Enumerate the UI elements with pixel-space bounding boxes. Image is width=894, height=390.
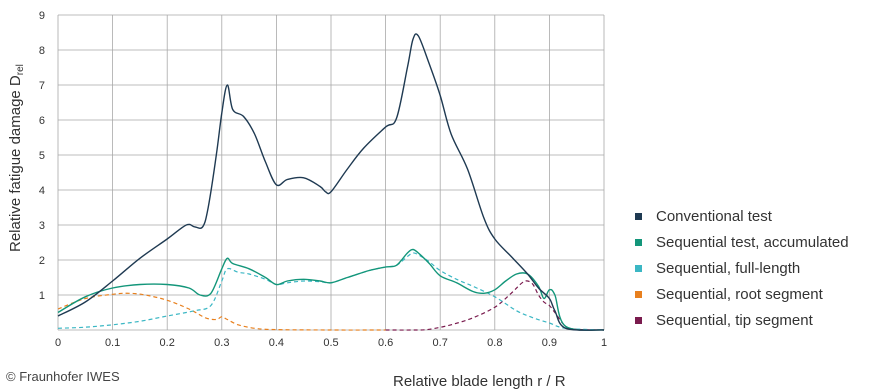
legend-item-sequential-full-length: Sequential, full-length [635,255,849,281]
legend-swatch [635,316,642,324]
legend-label: Sequential, root segment [656,285,823,303]
legend-label: Sequential test, accumulated [656,233,849,251]
y-tick-label: 8 [39,45,45,57]
legend-label: Sequential, full-length [656,259,801,277]
x-tick-label: 0.9 [542,337,557,349]
legend-label: Sequential, tip segment [656,311,813,329]
series-line-sequential-root-segment [57,292,386,331]
series-line-sequential-test-accumulated [57,248,605,331]
y-tick-label: 6 [39,115,45,127]
series-lines [57,33,605,331]
legend-item-sequential-accumulated: Sequential test, accumulated [635,229,849,255]
x-tick-label: 0.4 [269,337,284,349]
x-tick-label: 0.3 [214,337,229,349]
x-tick-label: 0.5 [323,337,338,349]
y-axis-title-main: Relative fatigue damage D [7,75,24,252]
y-axis-title: Relative fatigue damage Drel [7,64,26,252]
grid [57,14,605,331]
legend-swatch [635,238,642,246]
x-tick-label: 0.6 [378,337,393,349]
series-line-conventional-test [57,33,605,331]
legend-swatch [635,264,642,272]
legend-item-sequential-root: Sequential, root segment [635,281,849,307]
x-axis-title: Relative blade length r / R [393,373,566,390]
legend-item-sequential-tip: Sequential, tip segment [635,307,849,333]
legend-label: Conventional test [656,207,772,225]
y-tick-label: 4 [39,185,45,197]
y-tick-label: 7 [39,80,45,92]
x-tick-label: 1 [601,337,607,349]
legend: Conventional test Sequential test, accum… [635,203,849,333]
copyright-credit: © Fraunhofer IWES [6,369,120,384]
x-tick-label: 0.2 [160,337,175,349]
y-axis-title-sub: rel [15,64,26,75]
x-tick-label: 0.8 [487,337,502,349]
y-tick-label: 1 [39,290,45,302]
y-axis-ticks: 1 2 3 4 5 6 7 8 9 [39,10,45,302]
y-tick-label: 3 [39,220,45,232]
y-tick-label: 2 [39,255,45,267]
legend-item-conventional: Conventional test [635,203,849,229]
legend-swatch [635,212,642,220]
x-tick-label: 0.7 [433,337,448,349]
x-tick-label: 0 [55,337,61,349]
y-tick-label: 5 [39,150,45,162]
x-tick-label: 0.1 [105,337,120,349]
legend-swatch [635,290,642,298]
y-tick-label: 9 [39,10,45,22]
x-axis-ticks: 0 0.1 0.2 0.3 0.4 0.5 0.6 0.7 0.8 0.9 1 [55,337,607,349]
